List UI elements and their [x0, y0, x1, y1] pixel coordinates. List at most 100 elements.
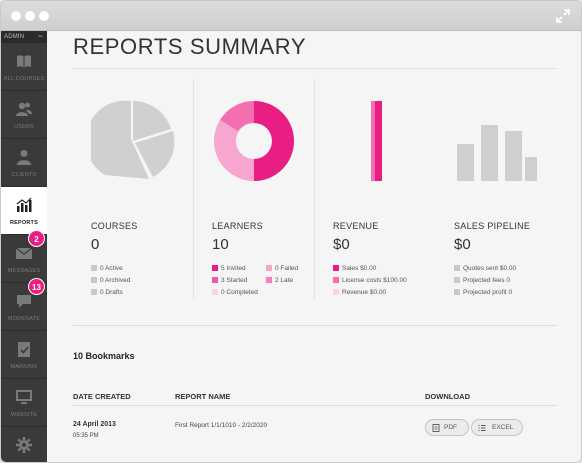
table-header-divider — [73, 405, 557, 406]
legend-swatch — [454, 265, 460, 271]
legend-item: Projected profit 0 — [454, 289, 512, 298]
row-time: 05:35 PM — [73, 433, 99, 439]
column-header-download: DOWNLOAD — [425, 392, 470, 401]
legend-item: 0 Active — [91, 265, 123, 274]
sidebar-item-reports[interactable]: REPORTS — [1, 187, 47, 235]
revenue-value: $0 — [333, 236, 350, 253]
pipeline-bars-graphic — [457, 125, 537, 181]
legend-swatch — [333, 289, 339, 295]
sidebar-item-label: USERS — [14, 124, 34, 130]
sidebar-item-clients[interactable]: CLIENTS — [1, 139, 47, 187]
sidebar-item-marking[interactable]: MARKING — [1, 331, 47, 379]
learners-title: LEARNERS — [212, 221, 263, 231]
legend-swatch — [212, 277, 218, 283]
legend-item: Quotes sent $0.00 — [454, 265, 516, 274]
legend-swatch — [91, 265, 97, 271]
expand-icon[interactable] — [555, 8, 571, 24]
legend-label: License costs $100.00 — [342, 277, 407, 284]
maximize-dot[interactable] — [39, 11, 49, 21]
close-dot[interactable] — [11, 11, 21, 21]
chat-bubble-icon — [17, 295, 31, 308]
legend-label: Projected fees 0 — [463, 277, 510, 284]
sidebar-item-label: CLIENTS — [11, 172, 37, 178]
sidebar-header: ADMIN − — [1, 31, 47, 43]
legend-item: 0 Drafts — [91, 289, 123, 298]
sales-pipeline-summary: SALES PIPELINE $0 Quotes sent $0.00 Proj… — [436, 79, 557, 309]
title-divider — [73, 68, 557, 69]
legend-swatch — [333, 265, 339, 271]
legend-swatch — [454, 277, 460, 283]
messages-count-badge: 2 — [28, 230, 45, 247]
sidebar-item-label: MODERATE — [7, 316, 41, 322]
sidebar-item-all-courses[interactable]: ALL COURSES — [1, 43, 47, 91]
minimize-dot[interactable] — [25, 11, 35, 21]
legend-item: License costs $100.00 — [333, 277, 407, 286]
legend-label: 0 Failed — [275, 265, 299, 272]
legend-swatch — [91, 277, 97, 283]
courses-pie-graphic — [91, 100, 175, 179]
excel-download-button[interactable]: EXCEL — [471, 419, 523, 436]
revenue-title: REVENUE — [333, 221, 379, 231]
pdf-button-label: PDF — [444, 424, 457, 431]
legend-item: 0 Failed — [266, 265, 298, 274]
legend-label: Quotes sent $0.00 — [463, 265, 517, 272]
excel-button-label: EXCEL — [492, 424, 514, 431]
main-content: REPORTS SUMMARY COURSES 0 0 Active 0 Arc… — [47, 31, 581, 462]
legend-label: 3 Started — [221, 277, 248, 284]
sidebar-item-settings[interactable] — [1, 427, 47, 462]
legend-swatch — [91, 289, 97, 295]
legend-label: Projected profit 0 — [463, 289, 513, 296]
legend-label: 2 Late — [275, 277, 294, 284]
legend-label: 0 Archived — [100, 277, 131, 284]
legend-label: 0 Active — [100, 265, 123, 272]
sidebar-item-website[interactable]: WEBSITE — [1, 379, 47, 427]
sidebar: ADMIN − ALL COURSES USERS CLIENTS REPORT… — [1, 31, 47, 462]
legend-label: 0 Completed — [221, 289, 258, 296]
legend-swatch — [266, 277, 272, 283]
courses-title: COURSES — [91, 221, 138, 231]
learners-summary: LEARNERS 10 5 Invited 0 Failed 3 Started… — [194, 79, 315, 309]
pdf-download-button[interactable]: PDF — [425, 419, 469, 436]
sidebar-item-label: MESSAGES — [7, 268, 41, 274]
list-icon — [478, 425, 486, 431]
column-header-report-name[interactable]: REPORT NAME — [175, 392, 231, 401]
legend-swatch — [266, 265, 272, 271]
sidebar-item-moderate[interactable]: 13 MODERATE — [1, 278, 47, 331]
clipboard-check-icon — [18, 342, 30, 357]
section-divider — [73, 325, 557, 326]
legend-swatch — [212, 265, 218, 271]
sidebar-item-label: WEBSITE — [10, 412, 38, 418]
pipeline-value: $0 — [454, 236, 471, 253]
legend-item: 0 Completed — [212, 289, 258, 298]
legend-label: 0 Drafts — [100, 289, 123, 296]
legend-item: Sales $0.00 — [333, 265, 376, 274]
envelope-icon — [15, 247, 33, 259]
courses-summary: COURSES 0 0 Active 0 Archived 0 Drafts — [73, 79, 194, 309]
legend-swatch — [212, 289, 218, 295]
moderate-count-badge: 13 — [28, 278, 45, 295]
monitor-icon — [16, 390, 32, 404]
sidebar-collapse-button[interactable]: − — [37, 31, 43, 41]
revenue-bar-graphic — [371, 101, 382, 181]
sidebar-item-messages[interactable]: 2 MESSAGES — [1, 230, 47, 283]
pipeline-title: SALES PIPELINE — [454, 221, 531, 231]
row-date: 24 April 2013 — [73, 421, 116, 428]
column-header-date[interactable]: DATE CREATED — [73, 392, 131, 401]
learners-donut-graphic — [214, 101, 294, 181]
legend-label: Revenue $0.00 — [342, 289, 387, 296]
sidebar-item-label: REPORTS — [10, 220, 38, 226]
users-icon — [16, 102, 32, 116]
sidebar-item-label: ALL COURSES — [3, 76, 45, 82]
document-icon — [432, 424, 440, 432]
legend-swatch — [333, 277, 339, 283]
learners-value: 10 — [212, 236, 229, 253]
column-divider — [314, 79, 315, 299]
sidebar-item-users[interactable]: USERS — [1, 91, 47, 139]
title-bar — [1, 1, 581, 31]
book-icon — [17, 55, 31, 68]
legend-item: Revenue $0.00 — [333, 289, 386, 298]
legend-label: Sales $0.00 — [342, 265, 377, 272]
bar-chart-icon — [16, 197, 32, 212]
row-report-name[interactable]: First Report 1/1/1010 - 2/2/2020 — [175, 422, 268, 429]
